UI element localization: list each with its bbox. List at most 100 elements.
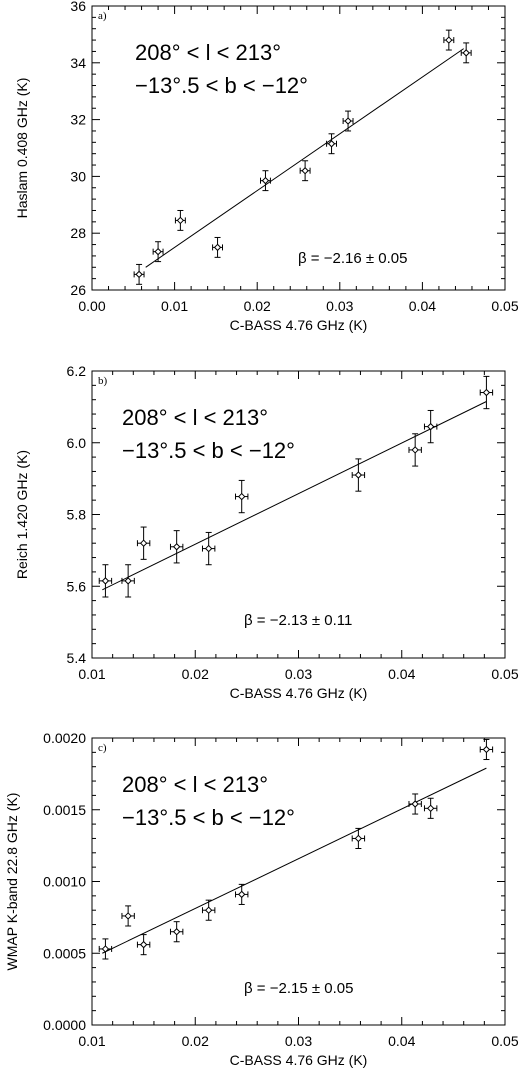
diamond-marker: [154, 247, 162, 256]
diamond-marker: [204, 544, 213, 553]
diamond-marker: [482, 745, 491, 754]
y-tick-label: 26: [70, 282, 86, 298]
diamond-marker: [124, 912, 132, 920]
diamond-marker: [139, 940, 148, 949]
data-point: [443, 29, 455, 51]
y-tick-label: 5.8: [67, 507, 87, 523]
y-tick-label: 6.2: [67, 363, 87, 379]
diamond-marker: [238, 890, 246, 899]
data-point: [201, 531, 216, 566]
diamond-marker: [462, 49, 470, 57]
diamond-marker: [172, 928, 181, 936]
data-point: [460, 42, 472, 64]
data-point: [98, 938, 113, 960]
chart-panel-3: 0.01 0.02 0.03 0.04 0.05 0.0000 0.0005 0.0010 0.…: [4, 730, 519, 1068]
x-tick-label: 0.05: [491, 1033, 518, 1049]
y-tick-label: 30: [70, 168, 86, 184]
y-tick-label: 0.0020: [43, 730, 86, 746]
data-point: [136, 526, 151, 560]
y-tick-label: 32: [70, 112, 86, 128]
data-point: [408, 433, 422, 467]
chart-panel-1: 0.00 0.01 0.02 0.03 0.04 0.05 26 28 30 32 34 36 C-BA…: [14, 0, 519, 333]
panel-tag: b): [98, 375, 108, 387]
x-tick-label: 0.05: [491, 298, 518, 314]
spectral-index-label: β = −2.13 ± 0.11: [244, 612, 352, 629]
x-tick-label: 0.03: [285, 666, 312, 682]
data-point: [479, 375, 494, 410]
fit-line: [145, 48, 464, 268]
panel-tag: a): [98, 10, 107, 22]
data-point: [260, 170, 271, 192]
y-tick-label: 0.0005: [43, 945, 86, 961]
y-axis-label: Reich 1.420 GHz (K): [14, 450, 30, 579]
diamond-marker: [238, 492, 246, 501]
y-tick-label: 0.0010: [43, 874, 86, 890]
data-point: [201, 899, 216, 921]
data-point: [98, 564, 113, 598]
x-tick-label: 0.00: [78, 298, 105, 314]
y-axis-label: Haslam 0.408 GHz (K): [14, 78, 30, 219]
diamond-marker: [445, 36, 453, 44]
plot-frame: [91, 5, 506, 291]
x-axis-label: C-BASS 4.76 GHz (K): [230, 317, 368, 333]
data-point: [342, 110, 354, 132]
data-point: [133, 263, 145, 285]
data-point: [121, 905, 135, 927]
diamond-marker: [354, 834, 363, 843]
x-tick-label: 0.01: [78, 666, 105, 682]
x-tick-label: 0.04: [409, 298, 436, 314]
diamond-marker: [411, 446, 419, 454]
region-latitude-label: −13°.5 < b < −12°: [122, 805, 295, 830]
y-tick-label: 6.0: [67, 435, 87, 451]
diamond-marker: [482, 388, 491, 397]
data-point: [423, 409, 438, 444]
data-point: [299, 160, 311, 182]
y-tick-label: 36: [70, 0, 86, 14]
data-point: [326, 133, 337, 155]
data-point: [121, 564, 135, 598]
data-point: [235, 479, 249, 514]
diamond-marker: [261, 176, 270, 185]
region-longitude-label: 208° < l < 213°: [122, 405, 268, 430]
region-latitude-label: −13°.5 < b < −12°: [122, 438, 295, 463]
data-point: [351, 458, 366, 492]
x-tick-label: 0.02: [244, 298, 271, 314]
diamond-marker: [301, 167, 309, 175]
data-point: [212, 236, 224, 258]
diamond-marker: [426, 422, 435, 431]
diamond-marker: [354, 471, 363, 479]
x-axis-label: C-BASS 4.76 GHz (K): [230, 685, 368, 701]
diamond-marker: [139, 539, 148, 547]
diamond-marker: [344, 117, 352, 125]
x-tick-label: 0.02: [182, 666, 209, 682]
y-tick-label: 5.6: [67, 578, 87, 594]
y-tick-label: 34: [70, 55, 86, 71]
diamond-marker: [172, 543, 181, 551]
x-tick-label: 0.01: [78, 1033, 105, 1049]
diamond-marker: [426, 804, 435, 813]
diamond-marker: [176, 216, 185, 225]
y-axis-label: WMAP K-band 22.8 GHz (K): [4, 793, 20, 971]
diamond-marker: [213, 243, 222, 252]
chart-panel-2: 0.01 0.02 0.03 0.04 0.05 5.4 5.6 5.8 6.0 6.2 C-BAS…: [14, 363, 519, 701]
region-latitude-label: −13°.5 < b < −12°: [135, 73, 308, 98]
data-point: [423, 797, 438, 819]
x-tick-label: 0.04: [388, 666, 415, 682]
data-point: [235, 883, 249, 905]
diamond-marker: [135, 270, 143, 279]
diamond-marker: [101, 945, 110, 953]
y-tick-label: 5.4: [67, 650, 87, 666]
region-longitude-label: 208° < l < 213°: [135, 40, 281, 65]
y-tick-label: 28: [70, 225, 86, 241]
x-tick-label: 0.01: [161, 298, 188, 314]
data-point: [479, 738, 494, 761]
spectral-index-label: β = −2.15 ± 0.05: [244, 980, 353, 997]
diamond-marker: [204, 906, 213, 914]
diamond-marker: [101, 577, 110, 585]
x-tick-label: 0.02: [182, 1033, 209, 1049]
panel-tag: c): [98, 742, 107, 754]
data-point: [152, 241, 164, 263]
diamond-marker: [411, 800, 419, 808]
x-tick-label: 0.03: [285, 1033, 312, 1049]
